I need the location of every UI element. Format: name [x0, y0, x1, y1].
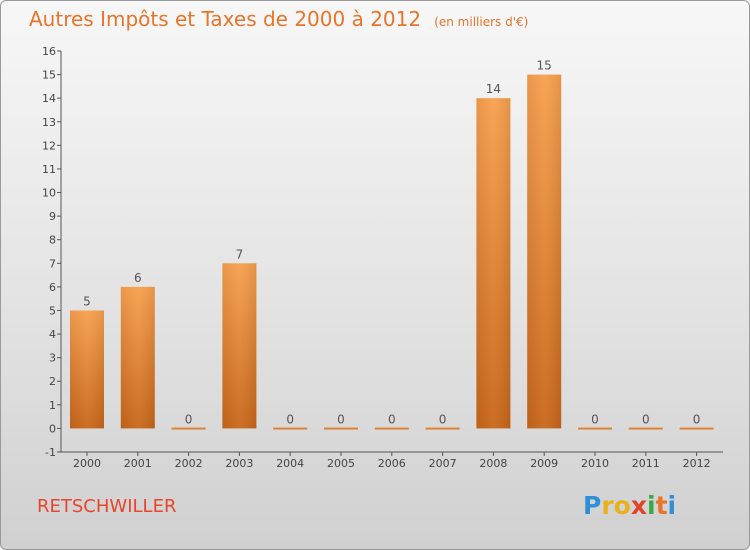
bar — [273, 427, 308, 430]
logo-part: ro — [601, 491, 631, 520]
y-tick-label: 16 — [42, 45, 56, 58]
y-tick-label: 10 — [42, 187, 56, 200]
logo-part: t — [655, 491, 668, 520]
bar-shade — [476, 98, 511, 429]
data-label: 0 — [286, 412, 294, 426]
y-tick-label: 7 — [49, 257, 56, 270]
y-tick-label: 2 — [49, 375, 56, 388]
x-tick-label: 2000 — [73, 457, 101, 470]
logo-part: i — [646, 491, 656, 520]
data-label: 0 — [642, 412, 650, 426]
data-label: 0 — [185, 412, 193, 426]
data-labels: 5 6 0 7 0 0 0 0 14 15 0 0 0 — [83, 59, 700, 427]
data-label: 7 — [236, 247, 244, 261]
y-tick-label: 13 — [42, 116, 56, 129]
proxiti-logo: Proxiti — [583, 491, 676, 520]
x-tick-label: 2010 — [581, 457, 609, 470]
logo-part: i — [667, 491, 677, 520]
data-label: 15 — [537, 59, 552, 73]
chart-title: Autres Impôts et Taxes de 2000 à 2012 — [29, 7, 422, 31]
data-label: 0 — [388, 412, 396, 426]
data-label: 5 — [83, 294, 91, 308]
bar — [628, 427, 663, 430]
bar-shade — [222, 263, 257, 429]
x-tick-label: 2006 — [378, 457, 406, 470]
x-tick-label: 2003 — [225, 457, 253, 470]
title-line: Autres Impôts et Taxes de 2000 à 2012 (e… — [29, 7, 528, 31]
y-tick-label: 3 — [49, 352, 56, 365]
y-tick-label: 15 — [42, 69, 56, 82]
logo-part: P — [583, 491, 602, 520]
y-tick-label: 6 — [49, 281, 56, 294]
chart-subtitle: (en milliers d'€) — [434, 15, 529, 29]
data-label: 0 — [693, 412, 701, 426]
y-tick-label: 8 — [49, 234, 56, 247]
bar — [374, 427, 409, 430]
x-tick-label: 2011 — [632, 457, 660, 470]
data-label: 0 — [591, 412, 599, 426]
x-tick-label: 2009 — [530, 457, 558, 470]
y-tick-label: 14 — [42, 92, 56, 105]
data-label: 6 — [134, 271, 142, 285]
logo-part: x — [630, 491, 647, 520]
y-tick-label: 5 — [49, 304, 56, 317]
bar — [679, 427, 714, 430]
y-tick-label: 0 — [49, 422, 56, 435]
y-tick-label: 9 — [49, 210, 56, 223]
bar-shade — [70, 310, 104, 429]
bar — [425, 427, 460, 430]
data-label: 0 — [439, 412, 447, 426]
bar — [578, 427, 612, 430]
x-tick-label: 2001 — [124, 457, 152, 470]
x-tick-label: 2005 — [327, 457, 355, 470]
bar — [324, 427, 358, 430]
bar — [171, 427, 206, 430]
y-tick-label: 12 — [42, 139, 56, 152]
x-tick-label: 2004 — [276, 457, 304, 470]
x-tick-label: 2002 — [175, 457, 203, 470]
commune-name: RETSCHWILLER — [37, 496, 177, 517]
y-tick-label: 1 — [49, 399, 56, 412]
data-label: 0 — [337, 412, 345, 426]
y-tick-label: 11 — [42, 163, 56, 176]
y-tick-label: 4 — [49, 328, 56, 341]
y-tick-label: -1 — [45, 446, 56, 459]
bar-shade — [527, 74, 562, 429]
x-tick-label: 2008 — [479, 457, 507, 470]
bars — [70, 74, 714, 430]
x-tick-label: 2012 — [683, 457, 711, 470]
x-tick-label: 2007 — [429, 457, 457, 470]
data-label: 14 — [486, 82, 501, 96]
bar-shade — [120, 286, 155, 429]
